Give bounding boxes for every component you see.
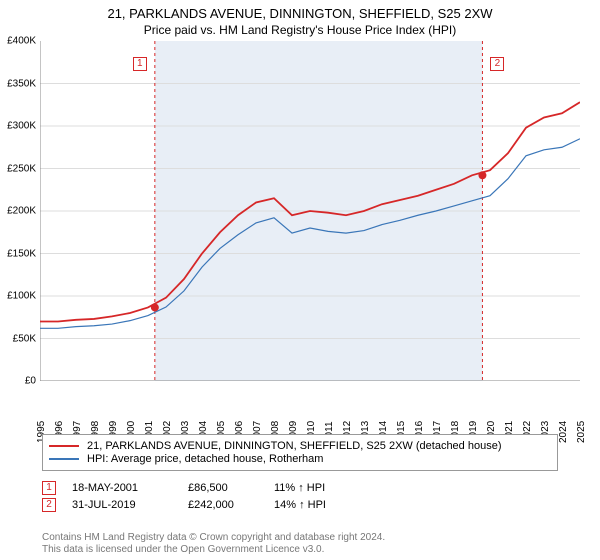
x-label: 2024: [558, 421, 569, 443]
sales-date: 31-JUL-2019: [72, 499, 172, 511]
legend-row: 21, PARKLANDS AVENUE, DINNINGTON, SHEFFI…: [49, 440, 551, 452]
legend-swatch: [49, 458, 79, 460]
marker-box-1: 1: [133, 57, 147, 71]
chart-subtitle: Price paid vs. HM Land Registry's House …: [0, 21, 600, 41]
sales-diff: 11% ↑ HPI: [274, 482, 364, 494]
y-label: £400K: [7, 36, 36, 47]
y-label: £250K: [7, 163, 36, 174]
y-label: £300K: [7, 121, 36, 132]
sales-price: £242,000: [188, 499, 258, 511]
chart-title: 21, PARKLANDS AVENUE, DINNINGTON, SHEFFI…: [0, 0, 600, 21]
footer-line1: Contains HM Land Registry data © Crown c…: [42, 532, 558, 544]
legend: 21, PARKLANDS AVENUE, DINNINGTON, SHEFFI…: [42, 434, 558, 471]
sales-marker: 2: [42, 498, 56, 512]
marker-box-2: 2: [490, 57, 504, 71]
y-label: £150K: [7, 248, 36, 259]
sales-row: 2 31-JUL-2019 £242,000 14% ↑ HPI: [42, 498, 558, 512]
sales-price: £86,500: [188, 482, 258, 494]
sales-date: 18-MAY-2001: [72, 482, 172, 494]
y-label: £350K: [7, 78, 36, 89]
chart-area: £0£50K£100K£150K£200K£250K£300K£350K£400…: [40, 41, 600, 421]
sales-marker: 1: [42, 481, 56, 495]
sales-diff: 14% ↑ HPI: [274, 499, 364, 511]
x-label: 2025: [576, 421, 587, 443]
footer-text: Contains HM Land Registry data © Crown c…: [42, 532, 558, 556]
sales-table: 1 18-MAY-2001 £86,500 11% ↑ HPI 2 31-JUL-2019…: [42, 478, 558, 515]
legend-swatch: [49, 445, 79, 447]
y-label: £0: [25, 376, 36, 387]
y-label: £100K: [7, 291, 36, 302]
y-label: £200K: [7, 206, 36, 217]
legend-label: 21, PARKLANDS AVENUE, DINNINGTON, SHEFFI…: [87, 440, 501, 452]
y-label: £50K: [13, 333, 36, 344]
sales-row: 1 18-MAY-2001 £86,500 11% ↑ HPI: [42, 481, 558, 495]
legend-label: HPI: Average price, detached house, Roth…: [87, 453, 323, 465]
plot-svg: [40, 41, 580, 381]
footer-line2: This data is licensed under the Open Gov…: [42, 544, 558, 556]
legend-row: HPI: Average price, detached house, Roth…: [49, 453, 551, 465]
y-axis-labels: £0£50K£100K£150K£200K£250K£300K£350K£400…: [0, 41, 38, 421]
